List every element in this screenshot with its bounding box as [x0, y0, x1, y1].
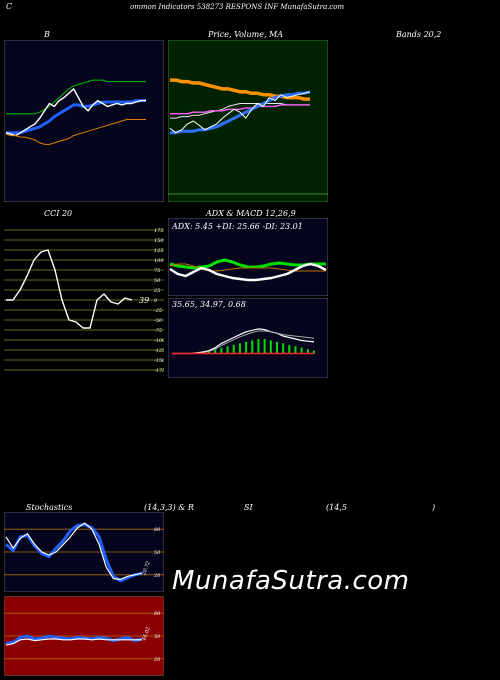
si-label: SI: [244, 503, 253, 512]
cci-tick-label-14: -175: [154, 368, 164, 374]
bb-series-0: [6, 79, 146, 115]
adx-series-2: [169, 262, 327, 282]
adx-lines: [169, 258, 327, 282]
stochastics-panel: 80 50 20 20.72: [4, 512, 164, 592]
bands-label: Bands 20,2: [396, 30, 442, 39]
cci-last-label: 39: [139, 296, 149, 305]
rsi-tick-label-2: 20: [153, 657, 161, 663]
price-background: [168, 40, 328, 202]
adx-series-0: [169, 258, 326, 270]
rsi-lines: 46.02: [5, 626, 152, 646]
adx-series-1: [169, 263, 326, 272]
adx-panel: ADX: 5.45 +DI: 25.66 -DI: 23.01: [168, 218, 328, 296]
stoch-lines: 20.72: [5, 522, 152, 583]
price-ma-panel: [168, 40, 328, 202]
cci-label: CCI 20: [44, 209, 73, 218]
adx-background: [168, 218, 328, 296]
macd-lines: [172, 328, 315, 355]
stoch-tick-label-2: 20: [153, 573, 161, 579]
header-title: ommon Indicators 538273 RESPONS INF Muna…: [130, 3, 345, 11]
cci-background: [4, 218, 164, 378]
price-ma-lines: [169, 78, 311, 135]
rsi-tick-label-0: 80: [154, 611, 161, 617]
header-title-initial: C: [6, 2, 13, 11]
cci-tick-label-7: 0: [154, 298, 158, 304]
stoch-params-label: (14,3,3) & R: [144, 503, 194, 512]
cci-tick-label-10: -75: [154, 328, 162, 334]
stoch-last-label: 20.72: [141, 560, 152, 576]
bb-series-1: [6, 99, 146, 135]
bb-series-3: [5, 119, 146, 145]
bollinger-lines: [5, 79, 146, 145]
bb-series-2: [5, 88, 146, 137]
cci-tick-label-12: -125: [154, 348, 164, 354]
cci-tick-label-9: -50: [154, 318, 163, 324]
rsi-tick-label-1: 50: [154, 634, 161, 640]
rsi-panel: 80 50 20 46.02: [4, 596, 164, 676]
stoch-label: Stochastics: [26, 503, 73, 512]
rsi-close-label: ): [432, 503, 436, 512]
cci-tick-label-2: 125: [154, 248, 164, 254]
stoch-tick-label-0: 80: [154, 527, 161, 533]
watermark: MunafaSutra.com: [172, 566, 410, 596]
cci-grid: 175 150 125 100 75 50 25 0 -25 -50 -75 -100 -125 -150…: [4, 228, 164, 374]
macd-panel: 35.65, 34.97, 0.68: [168, 298, 328, 378]
cci-tick-label-13: -150: [154, 358, 164, 364]
pm-series-3: [170, 90, 311, 135]
stoch-series-0: [5, 523, 143, 583]
cci-series-0: [6, 249, 133, 329]
cci-tick-label-11: -100: [154, 338, 164, 344]
stoch-tick-label-1: 50: [154, 550, 161, 556]
cci-tick-label-3: 100: [154, 258, 164, 264]
cci-tick-label-1: 150: [154, 238, 164, 244]
cci-lines: 39: [6, 249, 149, 329]
cci-tick-label-4: 75: [154, 268, 160, 274]
rsi-params-label: (14,5: [326, 503, 347, 512]
cci-tick-label-5: 50: [154, 278, 161, 284]
cci-panel: 175 150 125 100 75 50 25 0 -25 -50 -75 -100 -125 -150…: [4, 218, 164, 378]
bollinger-panel: [4, 40, 164, 202]
bollinger-background: [4, 40, 164, 202]
bb-label: B: [44, 30, 50, 39]
pm-series-4: [169, 91, 311, 134]
cci-tick-label-6: 25: [153, 288, 160, 294]
rsi-last-label: 46.02: [141, 626, 152, 642]
stoch-series-1: [5, 522, 143, 581]
macd-background: [168, 298, 328, 378]
price-label: Price, Volume, MA: [208, 30, 284, 39]
rsi-series-1: [5, 638, 142, 646]
macd-values: 35.65, 34.97, 0.68: [172, 300, 246, 309]
adx-macd-label: ADX & MACD 12,26,9: [206, 209, 296, 218]
cci-tick-label-0: 175: [154, 228, 164, 234]
cci-tick-label-8: -25: [154, 308, 162, 314]
pm-series-2: [170, 104, 310, 115]
adx-values: ADX: 5.45 +DI: 25.66 -DI: 23.01: [171, 222, 303, 231]
